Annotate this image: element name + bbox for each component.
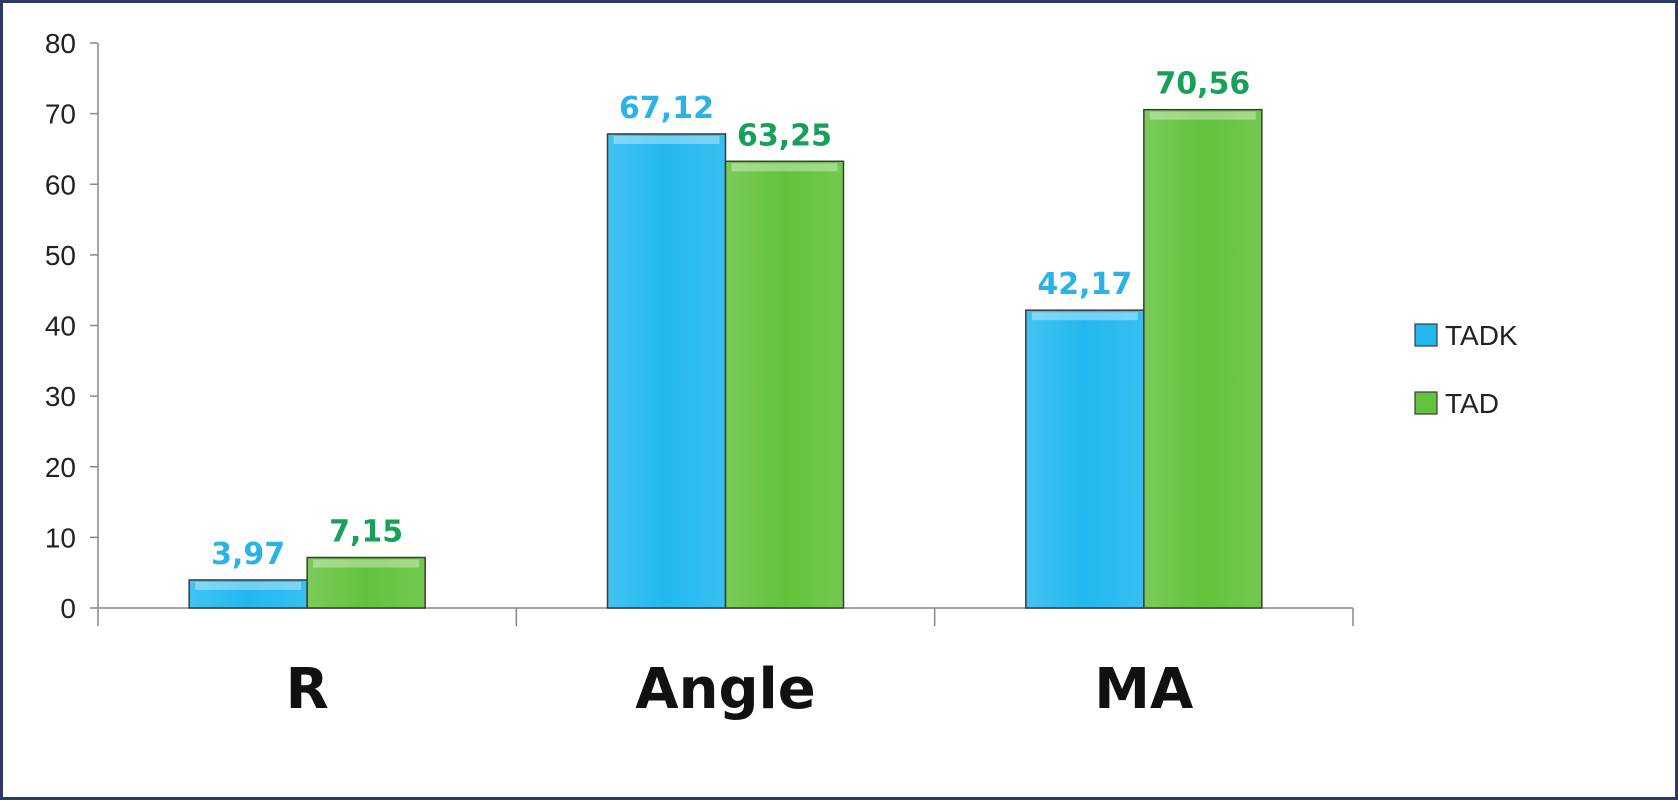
y-tick-label: 80	[45, 28, 76, 59]
data-label-tad-angle: 63,25	[737, 118, 832, 153]
data-label-tadk-angle: 67,12	[619, 91, 714, 126]
data-label-tadk-ma: 42,17	[1037, 267, 1132, 302]
bar-tad-r	[306, 556, 426, 609]
legend-label-tadk: TADK	[1445, 320, 1518, 351]
bar-tadk-angle	[606, 133, 727, 609]
y-tick-label: 40	[45, 311, 76, 342]
bar-highlight	[613, 135, 720, 144]
legend-swatch-tad	[1414, 391, 1438, 415]
bar-chart: 0 10 20 30 40 50 60 70 80 R Angle MA 3,97 7,15 67,12 6…	[45, 28, 1518, 722]
data-label-tad-ma: 70,56	[1155, 67, 1250, 102]
data-label-tadk-r: 3,97	[211, 537, 285, 572]
y-tick-label: 50	[45, 240, 76, 271]
y-tick-label: 30	[45, 381, 76, 412]
bar-highlight	[313, 559, 420, 568]
x-tick-label: R	[286, 657, 329, 722]
y-tick-label: 60	[45, 169, 76, 200]
x-tick-label: Angle	[635, 657, 815, 722]
bar-highlight	[1031, 312, 1138, 321]
bar-tadk-ma	[1025, 309, 1145, 609]
y-tick-label: 0	[60, 593, 76, 624]
data-labels: 3,97 7,15 67,12 63,25 42,17 70,56	[211, 67, 1250, 572]
y-tick-label: 10	[45, 522, 76, 553]
bar-highlight	[1149, 111, 1256, 120]
bar-highlight	[731, 163, 838, 172]
bar-highlight	[195, 581, 302, 590]
legend-swatch-tadk	[1414, 323, 1438, 347]
legend: TADK TAD	[1414, 320, 1518, 419]
bar-tad-ma	[1143, 108, 1263, 609]
y-tick-label: 20	[45, 452, 76, 483]
bar-tadk-r	[188, 579, 308, 609]
legend-label-tad: TAD	[1445, 388, 1499, 419]
data-label-tad-r: 7,15	[329, 515, 403, 550]
y-tick-label: 70	[45, 99, 76, 130]
bars	[188, 108, 1263, 609]
bar-tad-angle	[724, 160, 845, 609]
x-tick-label: MA	[1094, 657, 1194, 722]
axes: 0 10 20 30 40 50 60 70 80 R Angle MA	[45, 28, 1354, 722]
